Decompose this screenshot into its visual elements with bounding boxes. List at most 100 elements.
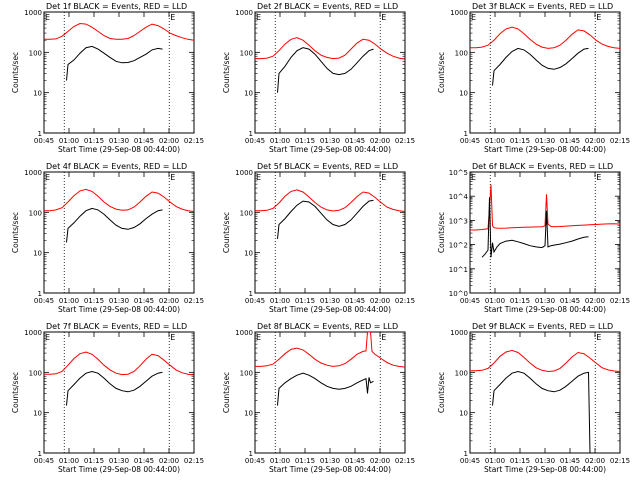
y-tick-label: 10 xyxy=(33,250,42,258)
event-marker: E xyxy=(471,13,476,22)
x-tick-label: 01:00 xyxy=(59,297,79,305)
chart-panel-5: Det 5f BLACK = Events, RED = LLD 1 10 100 10… xyxy=(222,162,415,314)
x-tick-label: 01:45 xyxy=(345,137,365,145)
x-tick-label: 02:00 xyxy=(159,137,179,145)
lld-series-line xyxy=(470,184,620,231)
x-tick-label: 01:45 xyxy=(134,297,154,305)
chart-panel-6: Det 6f BLACK = Events, RED = LLD 10^0 10^1… xyxy=(437,162,630,314)
events-series-line xyxy=(481,197,589,258)
events-series-line xyxy=(277,199,374,239)
lld-series-line xyxy=(44,351,194,376)
y-tick-label: 1 xyxy=(464,450,468,458)
x-tick-label: 01:00 xyxy=(270,297,290,305)
x-tick-label: 02:00 xyxy=(159,297,179,305)
x-tick-label: 01:15 xyxy=(295,137,315,145)
x-axis-label: Start Time (29-Sep-08 00:44:00) xyxy=(269,145,391,154)
y-tick-label: 1000 xyxy=(235,9,253,17)
x-tick-label: 02:00 xyxy=(585,457,605,465)
y-axis-label: Counts/sec xyxy=(11,372,20,413)
x-tick-label: 01:15 xyxy=(84,297,104,305)
x-axis-label: Start Time (29-Sep-08 00:44:00) xyxy=(484,305,606,314)
plot-frame xyxy=(254,171,406,294)
event-marker: E xyxy=(256,173,261,182)
x-tick-label: 01:30 xyxy=(535,297,555,305)
x-tick-label: 00:45 xyxy=(245,457,265,465)
chart-title: Det 3f BLACK = Events, RED = LLD xyxy=(472,2,613,11)
x-tick-label: 01:00 xyxy=(485,457,505,465)
x-tick-label: 01:30 xyxy=(109,137,129,145)
chart-panel-9: Det 9f BLACK = Events, RED = LLD 1 10 100 10… xyxy=(437,322,630,474)
lld-series-line xyxy=(470,26,620,49)
y-tick-label: 1 xyxy=(38,130,42,138)
x-tick-label: 01:15 xyxy=(84,457,104,465)
y-tick-label: 10 xyxy=(244,410,253,418)
x-tick-label: 01:45 xyxy=(134,457,154,465)
y-tick-label: 10 xyxy=(459,410,468,418)
chart-title: Det 4f BLACK = Events, RED = LLD xyxy=(46,162,187,171)
lld-series-line xyxy=(44,22,194,41)
y-axis-label: Counts/sec xyxy=(222,52,231,93)
plot-frame xyxy=(469,11,621,134)
x-tick-label: 01:30 xyxy=(535,137,555,145)
event-marker: E xyxy=(596,333,601,342)
plot-frame xyxy=(469,331,621,454)
y-axis-label: Counts/sec xyxy=(437,372,446,413)
x-tick-label: 01:45 xyxy=(560,137,580,145)
x-tick-label: 01:45 xyxy=(345,457,365,465)
x-tick-label: 00:45 xyxy=(34,297,54,305)
lld-series-line xyxy=(470,349,620,373)
event-marker: E xyxy=(381,13,386,22)
y-tick-label: 1 xyxy=(249,450,253,458)
y-tick-label: 1 xyxy=(38,450,42,458)
chart-title: Det 2f BLACK = Events, RED = LLD xyxy=(257,2,398,11)
x-tick-label: 01:15 xyxy=(84,137,104,145)
x-tick-label: 01:00 xyxy=(59,457,79,465)
chart-title: Det 7f BLACK = Events, RED = LLD xyxy=(46,322,187,331)
x-tick-label: 01:15 xyxy=(510,297,530,305)
x-axis-label: Start Time (29-Sep-08 00:44:00) xyxy=(269,465,391,474)
x-tick-label: 01:00 xyxy=(485,137,505,145)
x-tick-label: 01:15 xyxy=(295,457,315,465)
x-tick-label: 01:45 xyxy=(560,297,580,305)
events-series-line xyxy=(66,45,163,81)
x-tick-label: 01:00 xyxy=(270,457,290,465)
y-axis-label: Counts/sec xyxy=(437,52,446,93)
x-tick-label: 00:45 xyxy=(460,137,480,145)
y-axis-label: Counts/sec xyxy=(11,52,20,93)
y-tick-label: 100 xyxy=(29,49,42,57)
y-tick-label: 100 xyxy=(240,49,253,57)
x-tick-label: 02:15 xyxy=(610,297,630,305)
plot-frame xyxy=(469,171,621,294)
x-axis-label: Start Time (29-Sep-08 00:44:00) xyxy=(58,305,180,314)
y-tick-label: 1000 xyxy=(450,9,468,17)
x-tick-label: 00:45 xyxy=(245,297,265,305)
y-tick-label: 100 xyxy=(29,209,42,217)
x-tick-label: 01:15 xyxy=(295,297,315,305)
y-tick-label: 100 xyxy=(29,369,42,377)
chart-panel-8: Det 8f BLACK = Events, RED = LLD 1 10 100 10… xyxy=(222,322,415,474)
x-tick-label: 01:00 xyxy=(485,297,505,305)
y-tick-label: 10 xyxy=(244,90,253,98)
event-marker: E xyxy=(471,173,476,182)
plot-frame xyxy=(43,171,195,294)
y-tick-label: 10^3 xyxy=(449,217,468,225)
event-marker: E xyxy=(596,13,601,22)
plot-frame xyxy=(254,11,406,134)
x-axis-label: Start Time (29-Sep-08 00:44:00) xyxy=(269,305,391,314)
chart-panel-4: Det 4f BLACK = Events, RED = LLD 1 10 100 10… xyxy=(11,162,204,314)
event-marker: E xyxy=(256,333,261,342)
x-tick-label: 02:00 xyxy=(370,137,390,145)
x-axis-label: Start Time (29-Sep-08 00:44:00) xyxy=(58,145,180,154)
chart-title: Det 6f BLACK = Events, RED = LLD xyxy=(472,162,613,171)
lld-series-line xyxy=(44,188,194,212)
x-tick-label: 00:45 xyxy=(34,137,54,145)
plot-frame xyxy=(254,331,406,454)
event-marker: E xyxy=(596,173,601,182)
x-tick-label: 02:00 xyxy=(370,297,390,305)
x-tick-label: 02:00 xyxy=(585,297,605,305)
y-axis-label: Counts/sec xyxy=(222,372,231,413)
y-tick-label: 10 xyxy=(244,250,253,258)
chart-panel-1: Det 1f BLACK = Events, RED = LLD 1 10 100 10… xyxy=(11,2,204,154)
events-series-line xyxy=(277,47,374,93)
